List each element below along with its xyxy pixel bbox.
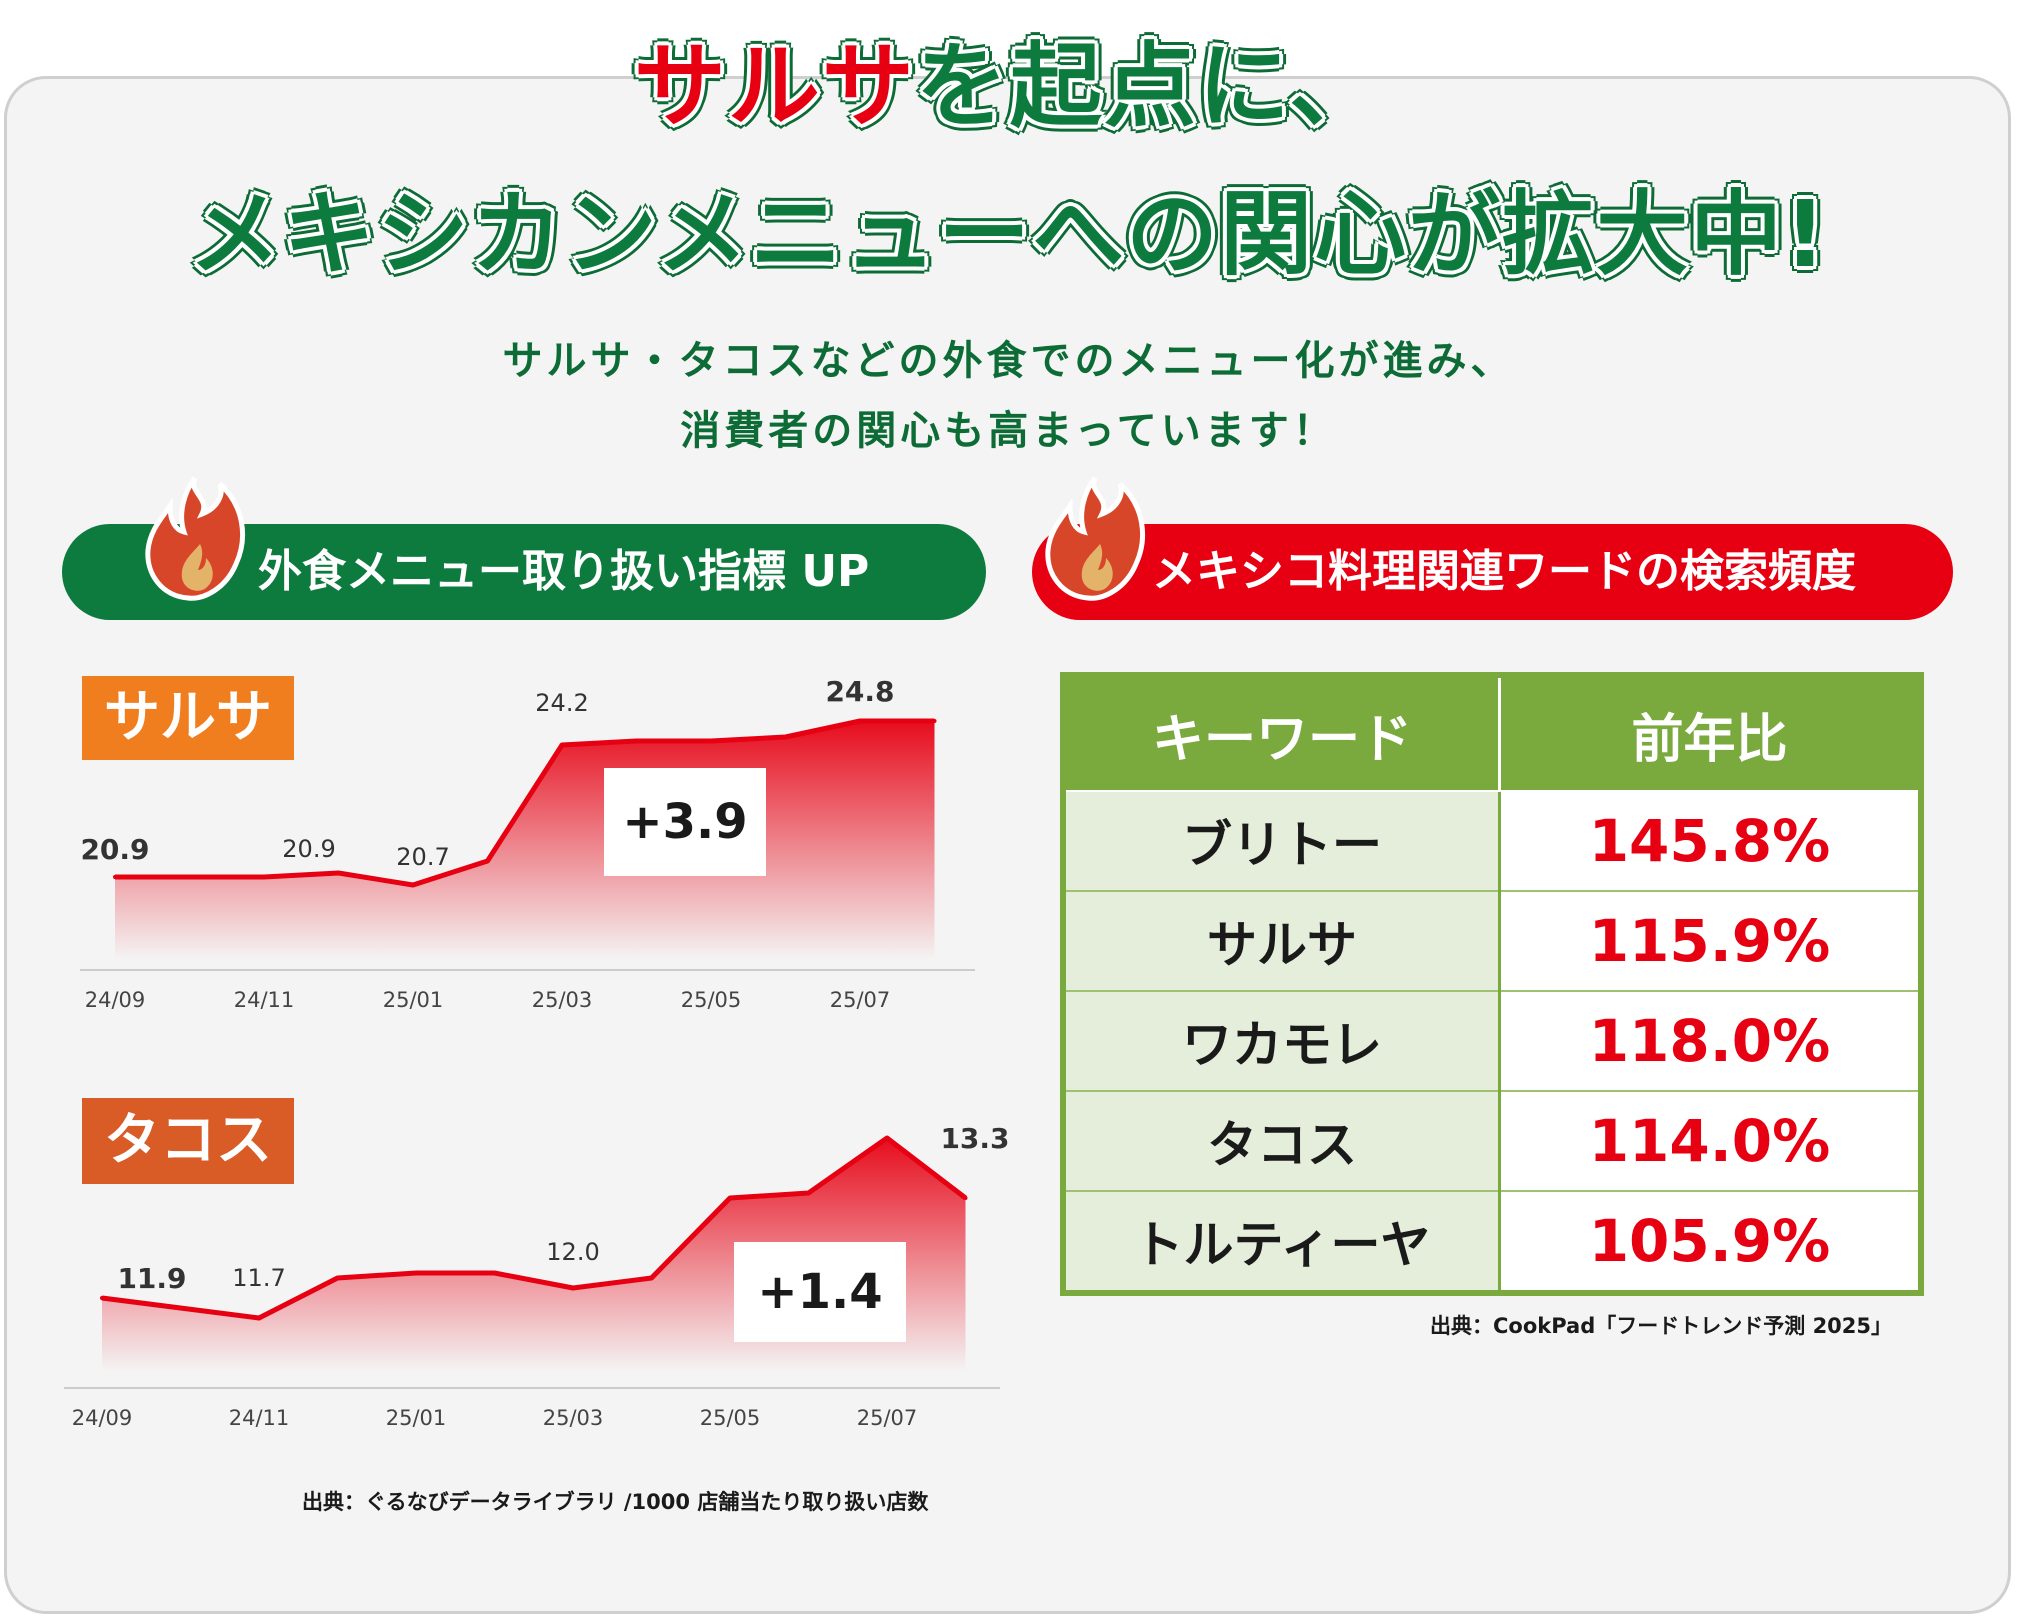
data-point: [709, 739, 713, 743]
table-value-cell: 118.0%: [1499, 990, 1921, 1091]
data-point: [649, 1276, 654, 1280]
x-tick-label: 25/03: [532, 988, 593, 1012]
flame-icon: [1045, 476, 1145, 601]
flame-icon: [145, 476, 245, 601]
data-label: 24.8: [825, 675, 894, 708]
data-point: [634, 739, 639, 743]
table-header-keyword: キーワード: [1063, 675, 1501, 791]
x-tick-label: 25/01: [386, 1406, 447, 1430]
table-value-cell: 105.9%: [1499, 1190, 1921, 1293]
data-point: [858, 719, 862, 723]
data-point: [178, 1306, 183, 1310]
tacos-delta: +1.4: [734, 1242, 906, 1342]
data-label: 20.9: [282, 835, 335, 863]
subtitle-line1: サルサ・タコスなどの外食でのメニュー化が進み、: [502, 338, 1515, 384]
salsa-label: サルサ: [82, 676, 294, 760]
series-line: [115, 718, 935, 888]
table-value-cell: 115.9%: [1499, 890, 1921, 991]
data-point: [560, 743, 564, 747]
table-keyword-cell: サルサ: [1063, 890, 1501, 991]
x-tick-label: 25/05: [681, 988, 742, 1012]
data-label: 11.9: [117, 1262, 186, 1295]
x-tick-label: 25/07: [830, 988, 891, 1012]
x-tick-label: 24/09: [72, 1406, 133, 1430]
x-tick-label: 25/01: [383, 988, 444, 1012]
page-title-line2: メキシカンメニューへの関心が拡大中!: [188, 181, 1829, 288]
x-tick-label: 24/11: [229, 1406, 290, 1430]
data-point: [187, 875, 192, 879]
table-row: トルティーヤ 105.9%: [1063, 1190, 1921, 1293]
data-point: [411, 883, 415, 887]
data-point: [113, 875, 117, 879]
table-value-cell: 145.8%: [1499, 790, 1921, 891]
data-point: [728, 1196, 732, 1200]
data-point: [492, 1271, 497, 1275]
data-point: [414, 1271, 418, 1275]
data-label: 12.0: [546, 1238, 599, 1266]
right-section-heading: メキシコ料理関連ワードの検索頻度: [1032, 524, 1953, 620]
title-rest: を起点に、: [915, 33, 1384, 140]
data-point: [262, 875, 266, 879]
data-label: 24.2: [535, 689, 588, 717]
data-point: [963, 1196, 968, 1200]
keyword-table: キーワード 前年比 ブリトー 145.8% サルサ 115.9% ワカモレ 11…: [1060, 672, 1924, 1296]
series-line: [101, 1135, 968, 1321]
data-point: [783, 735, 788, 739]
table-row: サルサ 115.9%: [1063, 890, 1921, 991]
table-keyword-cell: タコス: [1063, 1090, 1501, 1191]
data-point: [885, 1136, 889, 1140]
x-tick-label: 25/05: [700, 1406, 761, 1430]
tacos-label: タコス: [82, 1098, 294, 1184]
x-tick-label: 24/11: [234, 988, 295, 1012]
left-source-note: 出典：ぐるなびデータライブラリ /1000 店舗当たり取り扱い店数: [302, 1490, 929, 1514]
title-accent: サルサ: [633, 33, 916, 140]
data-point: [100, 1296, 104, 1300]
data-point: [336, 871, 341, 875]
table-value-cell: 114.0%: [1499, 1090, 1921, 1191]
data-point: [335, 1276, 340, 1280]
table-keyword-cell: トルティーヤ: [1063, 1190, 1501, 1293]
data-point: [257, 1316, 261, 1320]
data-point: [571, 1286, 575, 1290]
table-row: ワカモレ 118.0%: [1063, 990, 1921, 1091]
table-row: ブリトー 145.8%: [1063, 790, 1921, 891]
table-row: タコス 114.0%: [1063, 1090, 1921, 1191]
page-title-line1: サルサを起点に、: [0, 12, 2017, 145]
data-point: [932, 719, 937, 723]
x-tick-label: 25/07: [857, 1406, 918, 1430]
salsa-delta: +3.9: [604, 768, 766, 876]
left-section-heading: 外食メニュー取り扱い指標 UP: [62, 524, 986, 620]
data-label: 20.7: [396, 843, 449, 871]
data-label: 13.3: [940, 1122, 1009, 1155]
subtitle-line2: 消費者の関心も高まっています！: [680, 408, 1337, 454]
x-tick-label: 24/09: [85, 988, 146, 1012]
table-header-yoy: 前年比: [1499, 675, 1921, 791]
right-source-note: 出典：CookPad「フードトレンド予測 2025」: [1430, 1314, 1893, 1338]
data-label: 20.9: [80, 833, 149, 866]
table-keyword-cell: ブリトー: [1063, 790, 1501, 891]
data-point: [806, 1191, 811, 1195]
data-label: 11.7: [232, 1264, 285, 1292]
table-keyword-cell: ワカモレ: [1063, 990, 1501, 1091]
x-tick-label: 25/03: [543, 1406, 604, 1430]
data-point: [485, 859, 490, 863]
